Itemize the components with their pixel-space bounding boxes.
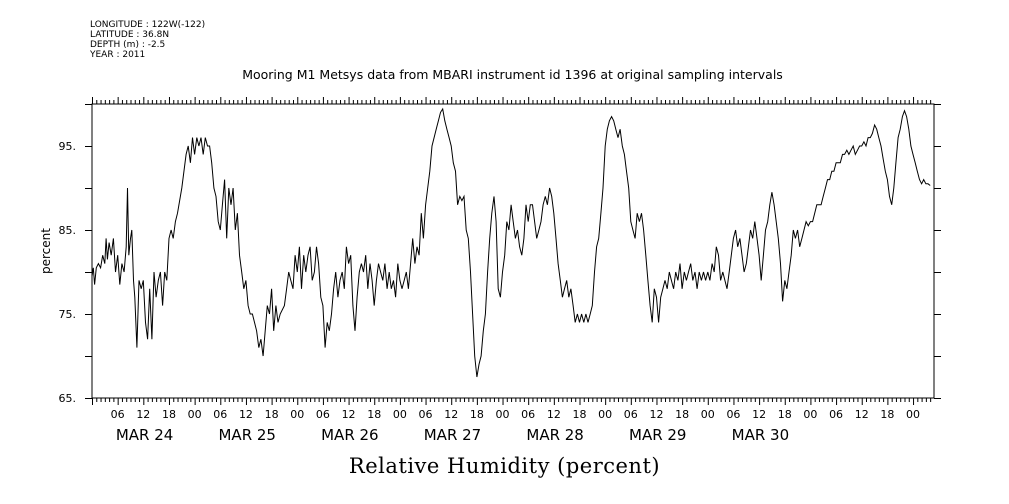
y-tick-label: 95. bbox=[59, 140, 77, 153]
x-tick-label: 18 bbox=[675, 408, 689, 421]
location-metadata: LONGITUDE : 122W(-122) LATITUDE : 36.8N … bbox=[90, 20, 205, 60]
x-tick-label: 06 bbox=[419, 408, 433, 421]
day-label: MAR 25 bbox=[218, 426, 275, 444]
x-tick-label: 18 bbox=[162, 408, 176, 421]
y-axis-label: percent bbox=[39, 228, 53, 274]
x-tick-label: 00 bbox=[496, 408, 510, 421]
y-tick-label: 85. bbox=[59, 224, 77, 237]
day-label: MAR 27 bbox=[424, 426, 481, 444]
x-axis-label: Relative Humidity (percent) bbox=[348, 454, 661, 478]
x-tick-label: 12 bbox=[342, 408, 356, 421]
x-tick-label: 12 bbox=[136, 408, 150, 421]
x-tick-label: 00 bbox=[290, 408, 304, 421]
plot-border bbox=[91, 103, 935, 399]
x-tick-label: 00 bbox=[906, 408, 920, 421]
latitude-label: LATITUDE : 36.8N bbox=[90, 30, 170, 40]
y-tick-label: 75. bbox=[59, 308, 77, 321]
x-tick-label: 18 bbox=[880, 408, 894, 421]
x-tick-labels: 06 12 18 00 06 12 18 00 06 12 18 00 06 12 18 00 06 12 18 00… bbox=[111, 408, 920, 421]
x-tick-label: 06 bbox=[213, 408, 227, 421]
x-tick-label: 12 bbox=[239, 408, 253, 421]
x-tick-label: 06 bbox=[111, 408, 125, 421]
x-tick-label: 00 bbox=[393, 408, 407, 421]
axis-ticks bbox=[85, 97, 941, 405]
x-tick-label: 06 bbox=[316, 408, 330, 421]
x-tick-label: 06 bbox=[521, 408, 535, 421]
day-label: MAR 29 bbox=[629, 426, 686, 444]
day-label: MAR 28 bbox=[526, 426, 583, 444]
plot-frame bbox=[91, 103, 935, 399]
longitude-label: LONGITUDE : 122W(-122) bbox=[90, 20, 206, 30]
x-tick-label: 12 bbox=[444, 408, 458, 421]
x-tick-label: 12 bbox=[855, 408, 869, 421]
year-label: YEAR : 2011 bbox=[90, 50, 146, 60]
day-label: MAR 26 bbox=[321, 426, 378, 444]
y-tick-labels: 65. 75. 85. 95. bbox=[59, 140, 77, 405]
y-tick-label: 65. bbox=[59, 392, 77, 405]
x-tick-label: 00 bbox=[803, 408, 817, 421]
depth-label: DEPTH (m) : -2.5 bbox=[90, 40, 166, 50]
x-tick-label: 00 bbox=[188, 408, 202, 421]
humidity-series-line bbox=[91, 107, 931, 378]
day-label: MAR 30 bbox=[732, 426, 789, 444]
x-tick-label: 00 bbox=[598, 408, 612, 421]
x-tick-label: 00 bbox=[701, 408, 715, 421]
x-tick-label: 18 bbox=[778, 408, 792, 421]
x-tick-label: 18 bbox=[367, 408, 381, 421]
chart-title: Mooring M1 Metsys data from MBARI instru… bbox=[242, 67, 783, 82]
x-tick-label: 18 bbox=[572, 408, 586, 421]
x-tick-label: 18 bbox=[470, 408, 484, 421]
x-tick-label: 06 bbox=[624, 408, 638, 421]
x-tick-label: 12 bbox=[752, 408, 766, 421]
x-tick-label: 06 bbox=[829, 408, 843, 421]
x-tick-label: 12 bbox=[649, 408, 663, 421]
x-tick-label: 12 bbox=[547, 408, 561, 421]
x-tick-label: 18 bbox=[265, 408, 279, 421]
x-tick-label: 06 bbox=[726, 408, 740, 421]
day-labels: MAR 24 MAR 25 MAR 26 MAR 27 MAR 28 MAR 29 MAR … bbox=[116, 426, 789, 444]
day-label: MAR 24 bbox=[116, 426, 173, 444]
